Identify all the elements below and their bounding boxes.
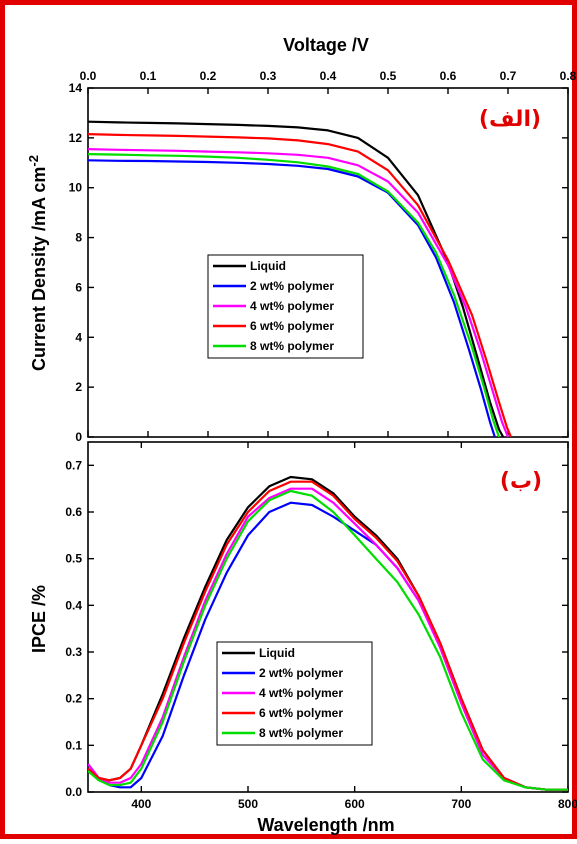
panel-a-xtick-label: 0.0	[80, 69, 97, 83]
panel-b-ytick-label: 0.1	[65, 738, 82, 752]
panel-b-xtick-label: 700	[451, 797, 471, 811]
panel-a-series-line	[88, 153, 501, 437]
panel-a-series-line	[88, 148, 510, 437]
panel-b-series-line	[88, 480, 568, 791]
panel-b-xlabel: Wavelength /nm	[257, 815, 394, 835]
panel-a-legend-label: 2 wt% polymer	[250, 279, 334, 293]
panel-b-legend-label: 4 wt% polymer	[259, 686, 343, 700]
panel-b-legend-label: 2 wt% polymer	[259, 666, 343, 680]
panel-a-ytick-label: 4	[75, 330, 82, 344]
panel-a-ylabel-main: Current Density /mA cm	[29, 167, 49, 371]
panel-b-ytick-label: 0.2	[65, 692, 82, 706]
panel-a-xtick-label: 0.5	[380, 69, 397, 83]
panel-a-series-group	[88, 120, 513, 437]
panel-a-xtick-label: 0.6	[440, 69, 457, 83]
panel-b-legend-label: 8 wt% polymer	[259, 726, 343, 740]
panel-b-ytick-label: 0.0	[65, 785, 82, 799]
panel-a-series-line	[88, 159, 496, 437]
panel-a-xlabel: Voltage /V	[283, 35, 369, 55]
panel-a-series-line	[88, 133, 513, 437]
panel-b-ytick-label: 0.7	[65, 458, 82, 472]
panel-a-ytick-label: 6	[75, 280, 82, 294]
panel-a-ytick-label: 0	[75, 430, 82, 444]
panel-a-xtick-label: 0.7	[500, 69, 517, 83]
panel-a-xtick-label: 0.4	[320, 69, 337, 83]
panel-a-label: (الف)	[479, 107, 541, 132]
panel-a-xtick-label: 0.1	[140, 69, 157, 83]
panel-b-ytick-label: 0.5	[65, 552, 82, 566]
panel-a-xtick-label: 0.8	[560, 69, 577, 83]
panel-a-ytick-label: 2	[75, 380, 82, 394]
panel-b-series-group	[88, 475, 568, 791]
panel-a-ylabel-superscript: -2	[26, 155, 41, 167]
panel-a-legend-label: Liquid	[250, 259, 286, 273]
panel-a-legend-label: 4 wt% polymer	[250, 299, 334, 313]
panel-b-series-line	[88, 489, 568, 791]
panel-b-legend-label: Liquid	[259, 646, 295, 660]
panel-a-legend-label: 6 wt% polymer	[250, 319, 334, 333]
panel-a-ytick-label: 14	[69, 81, 83, 95]
panel-b-series-line	[88, 487, 568, 791]
panel-a-series-line	[88, 120, 505, 437]
panel-a-ytick-label: 10	[69, 181, 83, 195]
panel-b-xtick-label: 800	[558, 797, 577, 811]
panel-b-label: (ب)	[500, 469, 542, 494]
panel-b-ylabel: IPCE /%	[29, 585, 49, 653]
panel-b-legend-label: 6 wt% polymer	[259, 706, 343, 720]
panel-b-plot-frame	[87, 441, 569, 793]
panel-a-xtick-label: 0.3	[260, 69, 277, 83]
panel-a-ytick-label: 12	[69, 131, 83, 145]
panel-b-ytick-label: 0.3	[65, 645, 82, 659]
panel-b-ytick-label: 0.4	[65, 598, 82, 612]
panel-b-xtick-label: 400	[131, 797, 151, 811]
panel-a-xtick-label: 0.2	[200, 69, 217, 83]
panel-b-ytick-label: 0.6	[65, 505, 82, 519]
panel-a-ytick-label: 8	[75, 231, 82, 245]
panel-b-xtick-label: 500	[238, 797, 258, 811]
chart-canvas: Voltage /V Current Density /mA cm-2 (الف…	[26, 35, 577, 835]
panel-b-xtick-label: 600	[345, 797, 365, 811]
panel-a-legend-label: 8 wt% polymer	[250, 339, 334, 353]
panel-a-ylabel: Current Density /mA cm-2	[26, 155, 49, 371]
